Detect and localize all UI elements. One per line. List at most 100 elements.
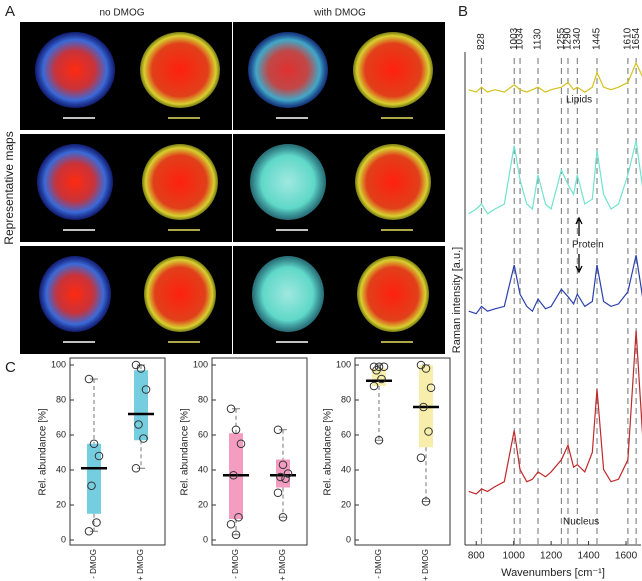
cell-map [37,144,113,220]
y-tick-label: 100 [51,359,66,369]
x-tick-label: - DMOG [231,549,240,579]
y-tick-label: 20 [198,499,208,509]
annotation: Lipids [566,95,592,106]
x-tick-label: + DMOG [421,549,430,581]
y-tick-label: 40 [198,464,208,474]
y-tick-label: 100 [193,359,208,369]
data-point [369,381,379,391]
data-point [136,364,146,373]
data-point [419,402,428,412]
x-axis-label: Wavenumbers [cm⁻¹] [501,567,605,579]
peak-label: 1034 [515,27,526,50]
plot-frame [354,357,451,546]
data-point [89,439,99,449]
data-point [421,497,431,506]
cell-map [144,256,216,332]
data-point [426,383,436,393]
cell-map [248,32,328,108]
y-tick-label: 100 [336,359,351,369]
data-point [134,420,143,429]
data-point [236,439,246,449]
y-tick-label: 60 [56,429,66,439]
x-tick-label: 1000 [503,551,526,562]
cell-map [252,256,324,332]
data-point [234,512,243,522]
data-point [424,427,433,436]
peak-label: 1445 [592,27,603,50]
data-point [139,434,148,443]
data-point [374,435,384,445]
peak-label: 1654 [631,27,642,50]
plot-frame [69,357,166,546]
annotation: Nucleus [563,517,599,528]
arrow [575,254,583,274]
x-tick-label: + DMOG [278,549,287,581]
data-point [278,512,288,522]
data-point [87,481,96,491]
data-point [372,365,381,375]
data-point [84,374,94,384]
peak-label: 828 [476,33,487,50]
x-tick-label: + DMOG [136,549,145,581]
y-tick-label: 0 [346,534,351,544]
y-tick-label: 20 [341,499,351,509]
peak-label: 1290 [563,27,574,50]
y-tick-label: 80 [56,394,66,404]
data-point [283,469,293,478]
cell-map [35,32,115,108]
data-point [416,453,426,463]
x-tick-label: - DMOG [89,549,98,579]
cell-map [39,256,111,332]
data-point [94,451,104,461]
panel-label: B [458,3,468,20]
data-point [92,518,101,527]
maps [20,22,445,354]
x-tick-label: 800 [468,551,485,562]
y-axis-label: Raman intensity [a.u.] [451,247,463,353]
cell-map [357,256,429,332]
y-axis-label: Rel. abundance [%] [38,408,49,496]
peak-label: 1003 [509,27,520,50]
y-tick-label: 0 [203,534,208,544]
y-tick-label: 80 [341,394,351,404]
box [87,443,101,514]
data-point [231,425,241,435]
y-axis-label: Rel. abundance [%] [180,408,191,496]
y-tick-label: 80 [198,394,208,404]
cell-map [142,144,218,220]
data-point [276,472,285,482]
data-point [226,404,236,414]
y-tick-label: 60 [198,429,208,439]
plot-frame [211,357,308,546]
row-label: Representative maps [2,131,16,244]
box [372,368,386,386]
annotation: Protein [572,240,604,251]
data-point [377,374,386,384]
data-point [278,460,288,470]
x-tick-label: 1600 [615,551,638,562]
y-tick-label: 0 [61,534,66,544]
spectrum [468,255,642,315]
data-point [226,519,236,529]
cell-map [250,144,326,220]
column-label: with DMOG [313,8,366,19]
data-point [141,385,151,394]
peak-label: 1610 [623,27,634,50]
panel-label: A [5,3,15,20]
data-point [421,364,431,373]
peak-label: 1340 [572,27,583,50]
data-point [281,474,290,484]
y-tick-label: 40 [341,464,351,474]
data-point [231,530,241,540]
arrow [575,216,583,236]
y-tick-label: 40 [56,464,66,474]
x-tick-label: - DMOG [374,549,383,579]
panel-label: C [5,359,16,376]
cell-map [355,144,431,220]
x-tick-label: 1200 [540,551,563,562]
y-tick-label: 20 [56,499,66,509]
data-point [273,425,283,435]
peak-label: 1130 [533,28,544,50]
data-point [229,470,238,480]
